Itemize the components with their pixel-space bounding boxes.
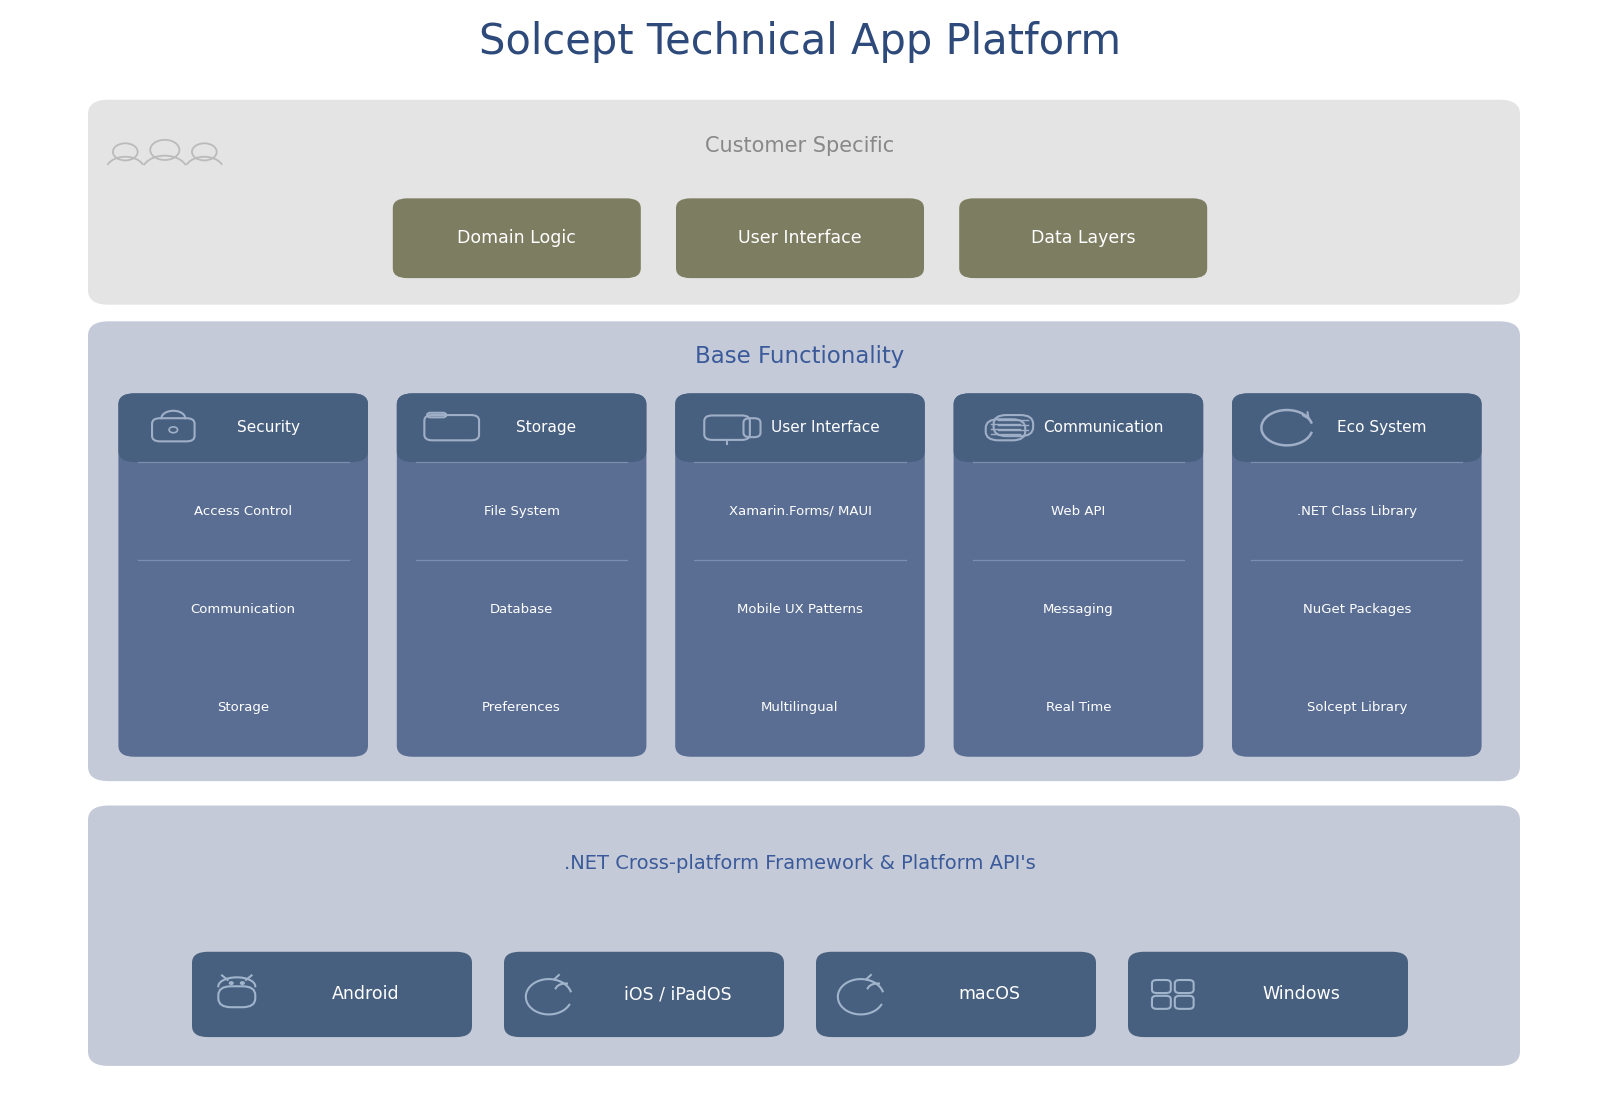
Circle shape	[240, 982, 245, 984]
Text: Preferences: Preferences	[482, 701, 562, 715]
Text: Xamarin.Forms/ MAUI: Xamarin.Forms/ MAUI	[728, 504, 872, 517]
Text: File System: File System	[483, 504, 560, 517]
FancyBboxPatch shape	[958, 198, 1206, 278]
Text: User Interface: User Interface	[738, 229, 862, 247]
Text: .NET Cross-platform Framework & Platform API's: .NET Cross-platform Framework & Platform…	[565, 853, 1035, 873]
FancyBboxPatch shape	[675, 198, 925, 278]
FancyBboxPatch shape	[397, 393, 646, 757]
Text: Messaging: Messaging	[1043, 603, 1114, 616]
Text: Windows: Windows	[1262, 985, 1341, 1004]
FancyBboxPatch shape	[88, 806, 1520, 1066]
FancyBboxPatch shape	[397, 393, 646, 462]
Text: Storage: Storage	[517, 420, 576, 435]
Text: Mobile UX Patterns: Mobile UX Patterns	[738, 603, 862, 616]
Text: Domain Logic: Domain Logic	[458, 229, 576, 247]
Circle shape	[229, 982, 234, 984]
Text: Communication: Communication	[190, 603, 296, 616]
Text: Customer Specific: Customer Specific	[706, 136, 894, 156]
Text: Database: Database	[490, 603, 554, 616]
Text: Solcept Library: Solcept Library	[1307, 701, 1406, 715]
Text: Multilingual: Multilingual	[762, 701, 838, 715]
Text: Data Layers: Data Layers	[1030, 229, 1136, 247]
FancyBboxPatch shape	[88, 100, 1520, 305]
Text: User Interface: User Interface	[771, 420, 880, 435]
Text: Security: Security	[237, 420, 299, 435]
Text: iOS / iPadOS: iOS / iPadOS	[624, 985, 731, 1004]
FancyBboxPatch shape	[954, 393, 1203, 462]
Text: NuGet Packages: NuGet Packages	[1302, 603, 1411, 616]
Text: Communication: Communication	[1043, 420, 1163, 435]
FancyBboxPatch shape	[675, 393, 925, 462]
FancyBboxPatch shape	[118, 393, 368, 462]
Text: Eco System: Eco System	[1338, 420, 1427, 435]
FancyBboxPatch shape	[1232, 393, 1482, 462]
FancyBboxPatch shape	[675, 393, 925, 757]
FancyBboxPatch shape	[394, 198, 640, 278]
FancyBboxPatch shape	[118, 393, 368, 757]
FancyBboxPatch shape	[192, 952, 472, 1037]
FancyBboxPatch shape	[954, 393, 1203, 757]
Text: macOS: macOS	[958, 985, 1021, 1004]
FancyBboxPatch shape	[88, 321, 1520, 781]
Text: Access Control: Access Control	[194, 504, 293, 517]
Text: Solcept Technical App Platform: Solcept Technical App Platform	[478, 21, 1122, 63]
Text: Storage: Storage	[218, 701, 269, 715]
FancyBboxPatch shape	[1232, 393, 1482, 757]
Text: Real Time: Real Time	[1046, 701, 1110, 715]
Text: Base Functionality: Base Functionality	[696, 346, 904, 368]
Text: .NET Class Library: .NET Class Library	[1296, 504, 1418, 517]
Text: Android: Android	[331, 985, 400, 1004]
FancyBboxPatch shape	[1128, 952, 1408, 1037]
FancyBboxPatch shape	[504, 952, 784, 1037]
FancyBboxPatch shape	[816, 952, 1096, 1037]
Text: Web API: Web API	[1051, 504, 1106, 517]
